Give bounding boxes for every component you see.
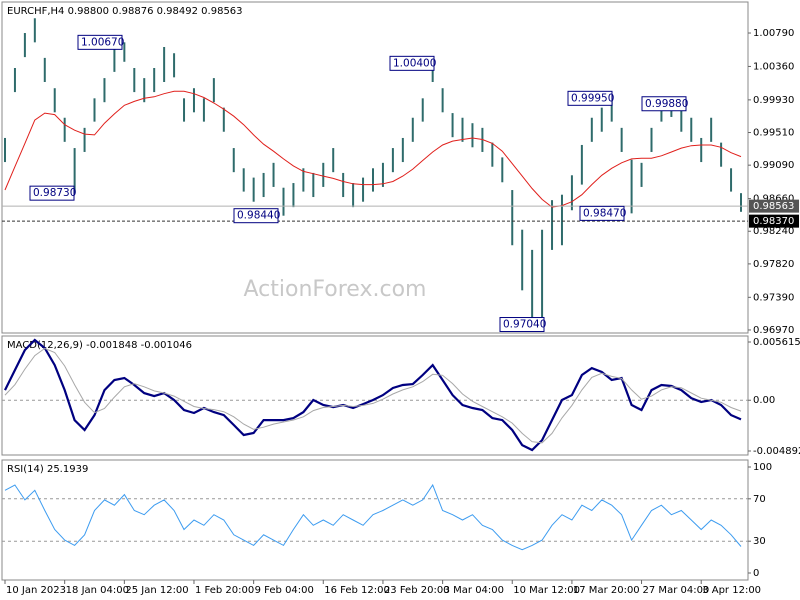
x-tick-label: 3 Apr 12:00 [702, 585, 761, 596]
annotation-box [567, 90, 613, 106]
series-line [4, 347, 742, 444]
y-tick-label: 0.99510 [753, 128, 794, 139]
annotation-label: 0.99880 [645, 98, 688, 110]
last-price-label: 0.98563 [753, 201, 794, 212]
annotation-box [29, 185, 75, 201]
y-tick-label: 30 [753, 536, 766, 547]
y-tick-label: 0.97390 [753, 292, 794, 303]
annotation-box [499, 317, 545, 333]
x-tick-label: 18 Jan 04:00 [66, 585, 129, 596]
y-tick-label: 0.98240 [753, 226, 794, 237]
annotation-label: 0.97040 [503, 319, 546, 331]
annotation-label: 1.00400 [393, 57, 436, 69]
annotation-box [641, 96, 687, 112]
y-tick-label: 0.99090 [753, 160, 794, 171]
x-tick-label: 16 Feb 12:00 [324, 585, 390, 596]
watermark: ActionForex.com [244, 277, 427, 302]
annotation-box [77, 34, 123, 50]
x-tick-label: 1 Feb 20:00 [195, 585, 254, 596]
annotation-label: 0.98470 [583, 207, 626, 219]
panel-title: MACD(12,26,9) -0.001848 -0.001046 [7, 340, 192, 351]
y-tick-label: 0.97820 [753, 259, 794, 270]
panel-title: EURCHF,H4 0.98800 0.98876 0.98492 0.9856… [7, 6, 243, 17]
y-tick-label: 1.00790 [753, 28, 794, 39]
y-tick-label: 0.00 [753, 395, 775, 406]
x-tick-label: 23 Feb 20:00 [384, 585, 450, 596]
x-tick-label: 3 Mar 04:00 [444, 585, 504, 596]
level-label: 0.98370 [753, 216, 794, 227]
annotation-box [233, 208, 279, 224]
y-tick-label: 1.00360 [753, 61, 794, 72]
y-tick-label: -0.004892 [753, 446, 800, 457]
annotation-label: 0.99950 [571, 92, 614, 104]
y-tick-label: 0 [753, 568, 759, 579]
x-tick-label: 9 Feb 04:00 [255, 585, 314, 596]
x-tick-label: 27 Mar 04:00 [643, 585, 710, 596]
y-tick-label: 100 [753, 462, 772, 473]
y-tick-label: 0.96970 [753, 325, 794, 336]
annotation-box [579, 205, 625, 221]
panel-title: RSI(14) 25.1939 [7, 464, 88, 475]
level-box [749, 214, 799, 228]
series-line [4, 338, 742, 452]
moving-average [4, 90, 742, 208]
x-tick-label: 25 Jan 12:00 [125, 585, 188, 596]
y-tick-label: 70 [753, 494, 766, 505]
x-tick-label: 10 Mar 12:00 [513, 585, 580, 596]
annotation-label: 0.98730 [33, 187, 76, 199]
x-tick-label: 10 Jan 2023 [6, 585, 66, 596]
y-tick-label: 0.005615 [753, 337, 800, 348]
panel-frame [1, 459, 749, 581]
last-price-box [749, 199, 799, 213]
x-tick-label: 17 Mar 20:00 [573, 585, 640, 596]
annotation-label: 1.00670 [81, 36, 124, 48]
series-line [4, 483, 742, 551]
annotation-label: 0.98440 [237, 210, 280, 222]
y-tick-label: 0.99930 [753, 95, 794, 106]
annotation-box [389, 55, 435, 71]
panel-frame [1, 335, 749, 456]
y-tick-label: 0.98660 [753, 194, 794, 205]
